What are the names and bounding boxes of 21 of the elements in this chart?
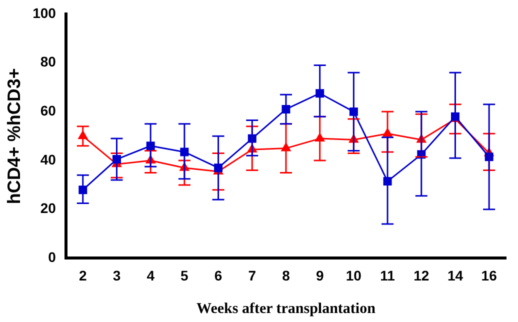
x-axis-title: Weeks after transplantation <box>196 300 376 317</box>
y-tick-label: 20 <box>40 200 56 216</box>
y-tick-label: 0 <box>48 249 56 266</box>
x-tick-label: 14 <box>447 267 464 284</box>
x-tick-label: 3 <box>112 267 121 284</box>
y-tick-label: 40 <box>40 151 56 168</box>
y-axis-title: hCD4+ %hCD3+ <box>4 68 24 204</box>
x-tick-label: 6 <box>214 267 222 284</box>
x-tick-label: 16 <box>481 267 498 284</box>
x-tick-label: 7 <box>248 267 256 284</box>
x-tick-label: 8 <box>282 267 290 284</box>
x-tick-label: 5 <box>180 267 189 284</box>
x-tick-label: 9 <box>316 267 324 284</box>
x-tick-label: 11 <box>380 267 396 284</box>
x-tick-label: 2 <box>78 267 87 284</box>
y-tick-label: 80 <box>40 54 56 70</box>
x-tick-label: 10 <box>346 267 362 284</box>
y-tick-label: 60 <box>40 102 56 119</box>
x-tick-label: 4 <box>146 267 155 284</box>
y-tick-label: 100 <box>32 4 56 21</box>
x-tick-label: 12 <box>414 267 430 284</box>
